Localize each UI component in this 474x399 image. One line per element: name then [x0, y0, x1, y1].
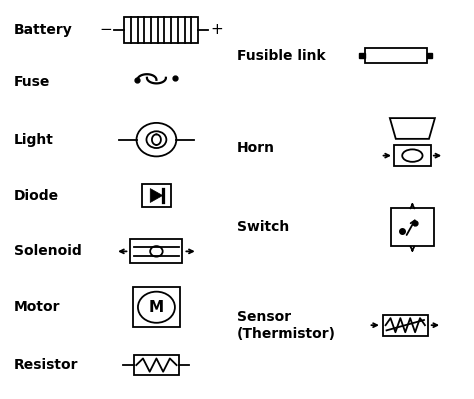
Bar [134, 355, 179, 375]
Text: Sensor
(Thermistor): Sensor (Thermistor) [237, 310, 336, 341]
Text: Horn: Horn [237, 140, 275, 155]
Text: M: M [149, 300, 164, 315]
Text: Switch: Switch [237, 220, 289, 235]
Polygon shape [150, 189, 163, 202]
Bar [142, 184, 171, 207]
Bar [133, 287, 180, 327]
Text: Battery: Battery [14, 23, 73, 37]
Bar [383, 315, 428, 336]
Bar [130, 239, 182, 263]
Text: Solenoid: Solenoid [14, 244, 82, 259]
Text: Light: Light [14, 132, 54, 147]
Text: −: − [99, 22, 112, 38]
Bar [427, 53, 432, 58]
Bar [365, 48, 427, 63]
Text: Motor: Motor [14, 300, 61, 314]
Bar [391, 208, 434, 246]
Bar [359, 53, 365, 58]
Text: Fuse: Fuse [14, 75, 51, 89]
Text: +: + [210, 22, 223, 38]
Text: Fusible link: Fusible link [237, 49, 326, 63]
Bar [394, 145, 431, 166]
Text: Resistor: Resistor [14, 358, 79, 372]
Bar [124, 17, 198, 43]
Text: Diode: Diode [14, 188, 59, 203]
